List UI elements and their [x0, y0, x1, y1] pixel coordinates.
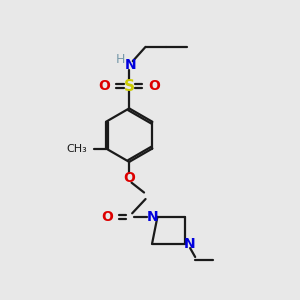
Text: O: O: [123, 171, 135, 185]
Text: S: S: [124, 79, 135, 94]
Text: O: O: [101, 210, 113, 224]
Text: N: N: [146, 210, 158, 224]
Text: CH₃: CH₃: [66, 143, 87, 154]
Text: N: N: [125, 58, 136, 72]
Text: H: H: [116, 53, 126, 66]
Text: N: N: [183, 237, 195, 250]
Text: O: O: [98, 79, 110, 93]
Text: O: O: [148, 79, 160, 93]
